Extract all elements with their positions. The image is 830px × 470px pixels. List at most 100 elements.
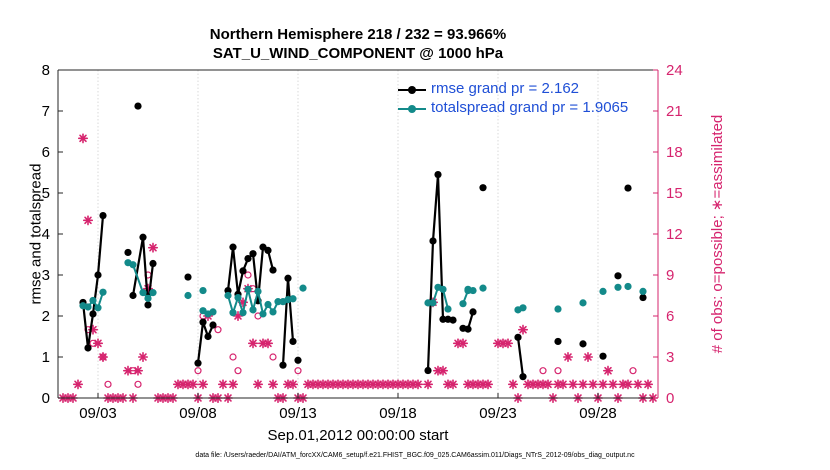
y-tick-label: 2 [42,308,50,325]
obs-assimilated-point [188,379,198,390]
rmse-point [99,211,107,220]
totalspread-point [579,299,587,307]
y-tick-label: 4 [42,226,50,243]
obs-assimilated-point [123,365,133,376]
x-tick-label: 09/13 [279,405,317,422]
obs-possible-point [539,367,547,375]
rmse-point [94,271,102,279]
totalspread-point [254,287,262,295]
obs-possible-point [269,353,277,361]
rmse-point [89,310,97,318]
totalspread-point [99,288,107,296]
rmse-point [124,248,132,257]
y2-tick-label: 9 [666,267,674,284]
rmse-point [479,184,487,192]
rmse-line [131,237,155,306]
obs-assimilated-point [248,338,258,349]
y2-tick-label: 18 [666,144,683,161]
rmse-point [424,366,432,375]
y-axis-label: rmse and totalspread [27,163,45,305]
rmse-point [439,315,447,323]
rmse-point [134,102,142,110]
x-tick-label: 09/18 [379,405,417,422]
x-tick-label: 09/08 [179,405,217,422]
legend: rmse grand pr = 2.162 totalspread grand … [398,80,658,118]
obs-assimilated-point [563,352,573,362]
rmse-point [144,301,152,309]
obs-assimilated-point [483,379,493,390]
obs-assimilated-point [138,352,148,362]
totalspread-point [264,300,272,309]
rmse-point [289,337,297,346]
legend-entry-totalspread: totalspread grand pr = 1.9065 [398,99,658,118]
obs-assimilated-point [83,215,93,226]
rmse-point [194,359,202,367]
totalspread-point [289,295,297,303]
obs-possible-point [134,380,142,388]
rmse-point [279,361,287,369]
totalspread-point [184,291,192,300]
data-file-footer: data file: /Users/raeder/DAI/ATM_forcXX/… [195,452,635,459]
obs-assimilated-point [448,379,458,390]
totalspread-point [89,296,97,305]
obs-assimilated-point [578,379,588,390]
obs-assimilated-point [588,379,598,390]
rmse-point [284,274,292,282]
obs-assimilated-point [643,379,653,390]
y-tick-label: 5 [42,185,50,202]
totalspread-point [299,284,307,292]
totalspread-point [464,285,472,293]
obs-possible-point [214,326,222,334]
legend-label-rmse: rmse grand pr = 2.162 [431,80,580,97]
legend-marker-totalspread [408,105,416,113]
obs-assimilated-point [413,379,423,390]
y2-axis-label: # of obs: o=possible; ∗=assimilated [709,114,726,354]
rmse-point [249,250,257,258]
rmse-point [239,267,247,275]
rmse-point [469,308,477,316]
totalspread-point [149,289,157,297]
rmse-point [599,352,607,360]
rmse-point [514,333,522,341]
rmse-point [449,316,457,324]
obs-assimilated-point [98,352,108,362]
legend-marker-rmse [408,86,416,94]
totalspread-point [429,299,437,307]
obs-assimilated-point [608,379,618,390]
rmse-point [129,291,137,300]
obs-assimilated-point [438,365,448,376]
x-axis-label: Sep.01,2012 00:00:00 start [267,427,449,444]
rmse-line [196,321,215,364]
obs-assimilated-point [458,338,468,349]
y-tick-label: 6 [42,144,50,161]
y-tick-label: 7 [42,103,50,120]
rmse-point [639,293,647,302]
y2-tick-label: 15 [666,185,683,202]
rmse-point [209,321,217,329]
obs-assimilated-point [263,338,273,349]
rmse-point [269,266,277,274]
totalspread-point [144,294,152,302]
totalspread-point [259,310,267,318]
rmse-point [294,356,302,364]
obs-assimilated-point [568,379,578,390]
rmse-point [434,170,442,179]
totalspread-point [244,285,252,293]
rmse-point [264,246,272,254]
rmse-point [614,272,622,280]
totalspread-point [444,305,452,313]
obs-assimilated-point [623,379,633,390]
rmse-line [516,337,525,377]
obs-assimilated-point [583,352,593,362]
obs-assimilated-point [228,379,238,390]
obs-possible-point [554,367,562,375]
obs-assimilated-point [133,365,143,376]
totalspread-point [479,284,487,292]
totalspread-point [459,300,467,308]
totalspread-point [639,287,647,295]
obs-possible-point [629,367,637,375]
totalspread-point [124,259,132,267]
y-tick-label: 0 [42,390,50,407]
totalspread-point [274,298,282,306]
